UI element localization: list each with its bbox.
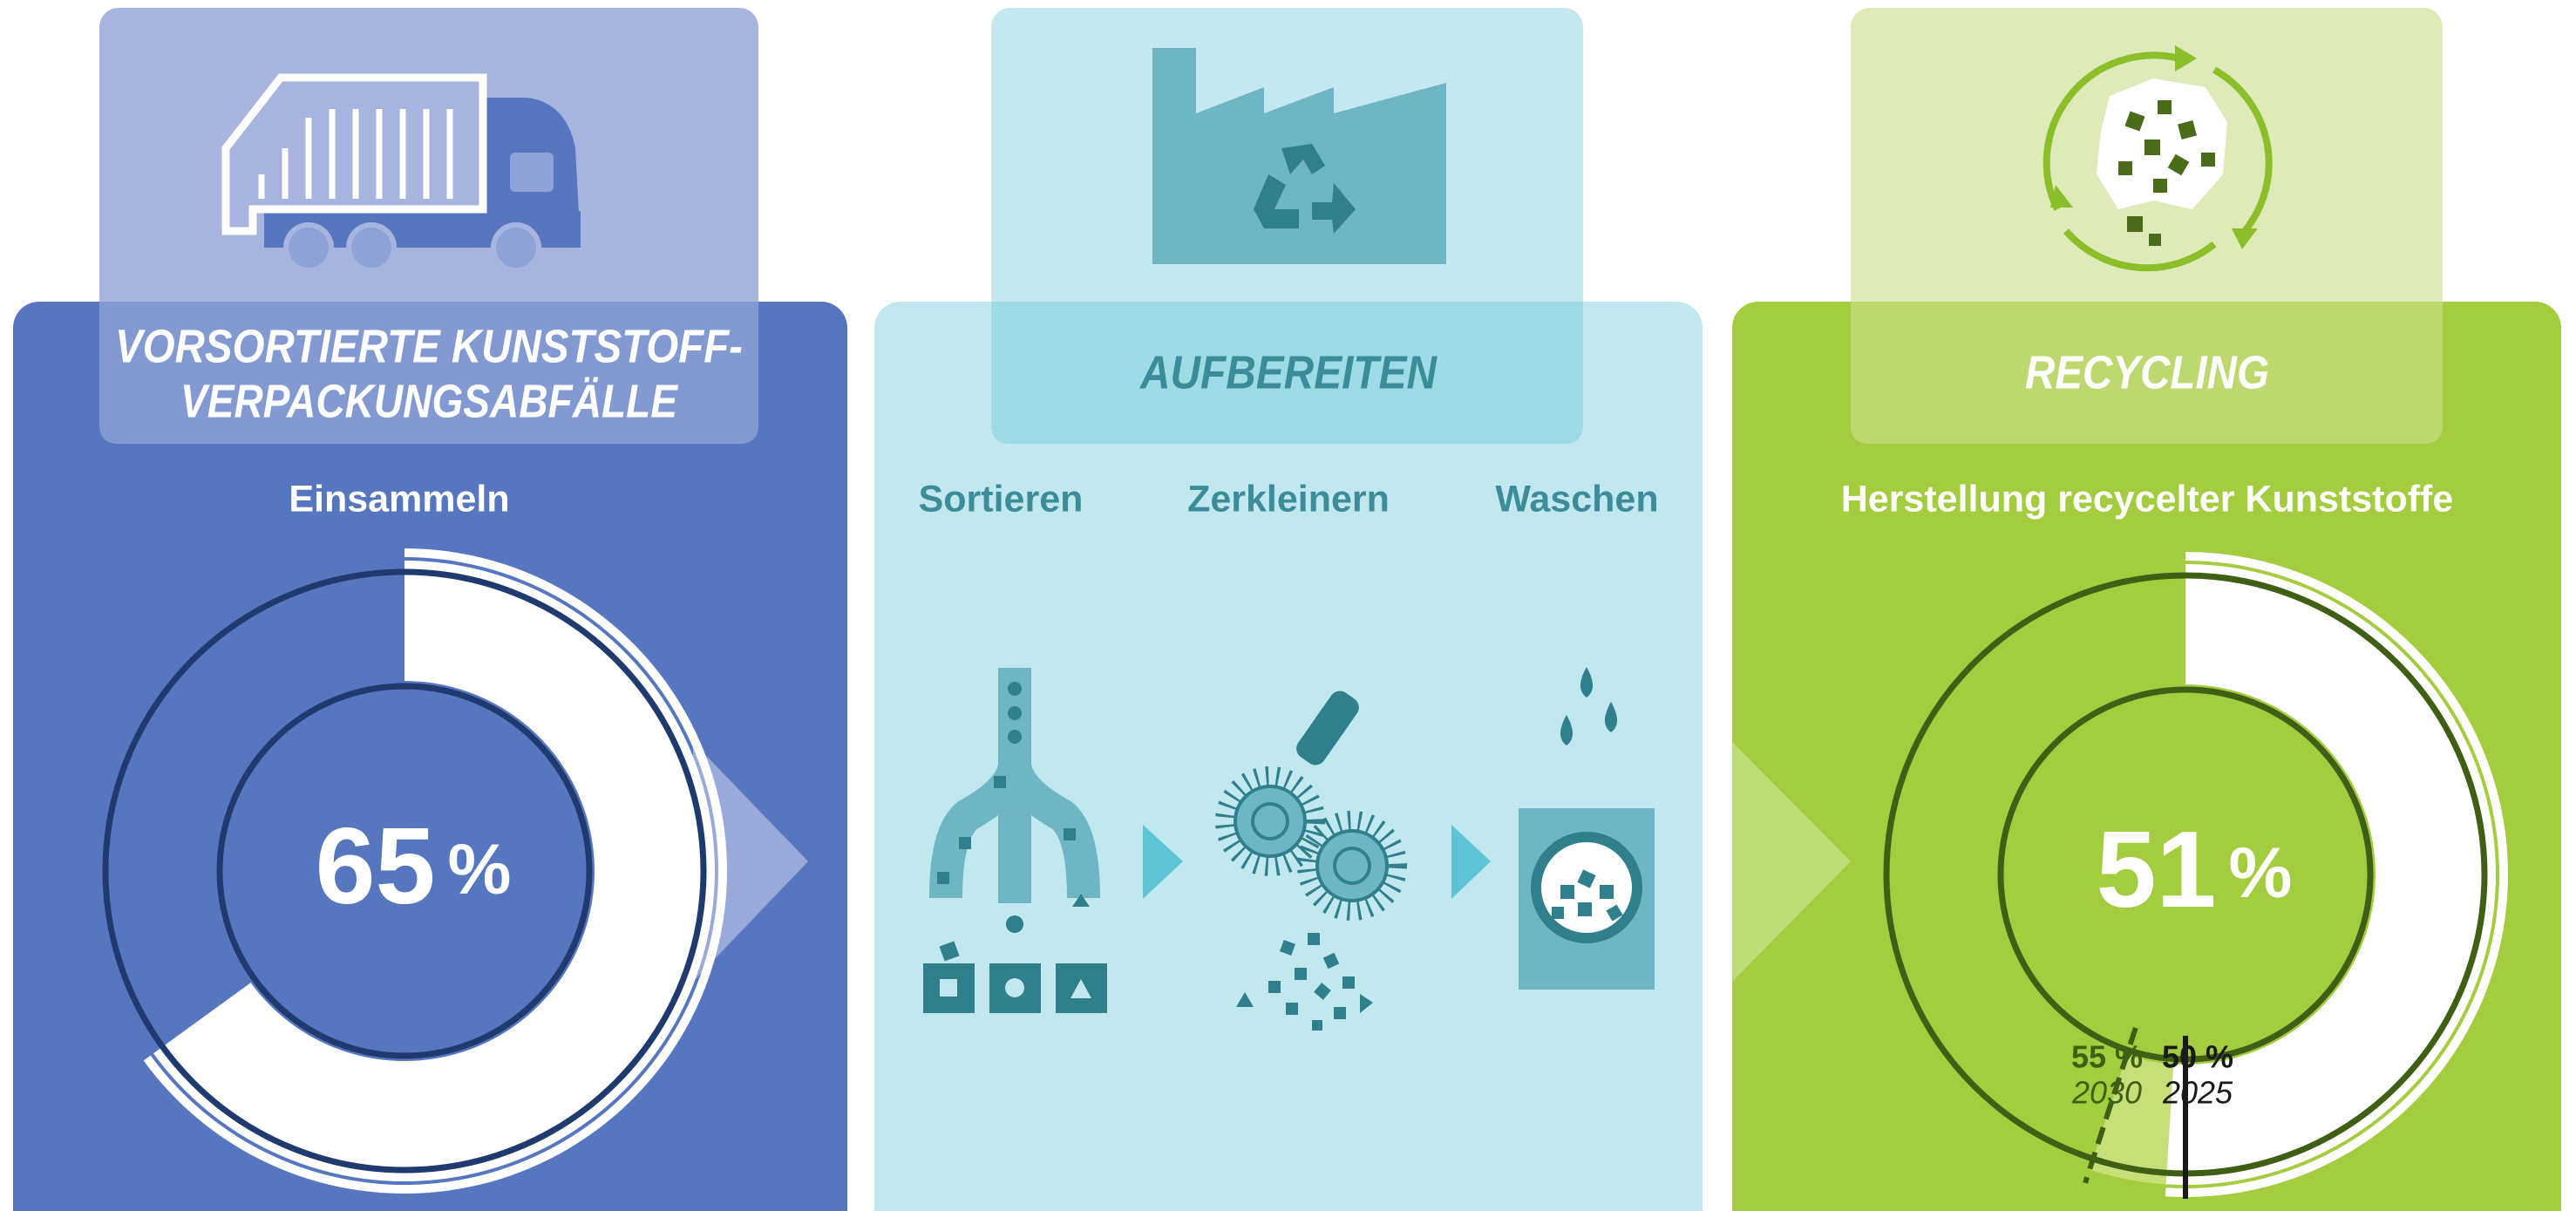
process-icons-part-part (1552, 907, 1564, 919)
recycling-icon-part-part (2149, 234, 2161, 246)
process-icons-part-part (1008, 682, 1022, 696)
process-icons-part-part (1317, 831, 1387, 901)
step-label: Sortieren (919, 478, 1084, 520)
process-icons-part-part (1600, 885, 1614, 899)
recycling-icon-part-part (2118, 161, 2132, 175)
process-icons-part-part (1560, 885, 1574, 899)
process-icons-part-part (1008, 706, 1022, 720)
step-label: Herstellung recycelter Kunststoffe (1841, 478, 2454, 520)
truck-icon-part-part (349, 225, 394, 270)
process-icons-part-part (940, 979, 957, 997)
process-icons-part-part (994, 776, 1006, 788)
step-label: Waschen (1495, 478, 1658, 520)
recycling-icon-part-part (2153, 179, 2167, 193)
process-icons-part-part (1286, 1003, 1298, 1015)
process-icons-part-part (1064, 828, 1076, 840)
process-icons-part (1536, 837, 1637, 938)
step-label: Zerkleinern (1187, 478, 1390, 520)
process-icons-part-part (937, 872, 949, 884)
target-year: 2025 (2162, 1075, 2233, 1111)
page: {"stages": [ {"title": ["VORSORTIERTE KU… (0, 0, 2576, 1211)
truck-icon-part-part (286, 225, 331, 270)
recycling-icon-part-part (2144, 139, 2160, 155)
process-icons-part-part (1312, 1020, 1322, 1031)
truck-icon-part (510, 153, 554, 192)
rate-value: 51 (2097, 810, 2217, 930)
process-icons-part-part (1005, 978, 1024, 997)
process-icons-part-part (1235, 786, 1305, 856)
step-label: Einsammeln (289, 478, 509, 520)
truck-icon-part-part (493, 225, 539, 270)
stage-title: RECYCLING (2025, 346, 2269, 398)
stage-title: VORSORTIERTE KUNSTSTOFF- (115, 320, 743, 372)
target-label: 55 % (2071, 1039, 2143, 1075)
process-icons-part-part (1334, 1007, 1346, 1019)
process-icons-part-part (1008, 730, 1022, 744)
infographic: VORSORTIERTE KUNSTSTOFF- VERPACKUNGSABFÄ… (0, 0, 2576, 1211)
rate-unit: % (448, 830, 512, 909)
recycling-icon-part-part (2158, 100, 2172, 114)
target-year: 2030 (2071, 1075, 2142, 1111)
recycling-icon-part-part (2127, 216, 2143, 232)
rate-value: 65 (316, 806, 436, 927)
process-icons-part-part (959, 837, 971, 849)
process-icons-part-part (1308, 933, 1320, 945)
process-icons-part-part (1268, 981, 1281, 993)
process-icons-part-part (1578, 902, 1592, 916)
process-icons-part-part (1295, 968, 1307, 980)
stage-title: AUFBEREITEN (1138, 346, 1438, 398)
process-icons-part-part (1006, 915, 1023, 933)
recycling-icon-part-part (2201, 153, 2215, 167)
rate-unit: % (2229, 833, 2293, 913)
process-icons-part-part (1342, 976, 1355, 989)
stage-title: VERPACKUNGSABFÄLLE (180, 375, 679, 427)
target-label: 50 % (2162, 1039, 2233, 1075)
